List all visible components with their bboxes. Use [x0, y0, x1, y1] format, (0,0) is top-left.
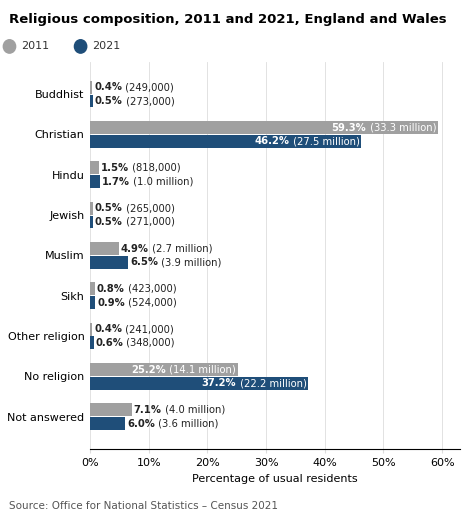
Bar — [90, 282, 95, 295]
Text: 0.5%: 0.5% — [95, 203, 123, 213]
Text: (22.2 million): (22.2 million) — [237, 378, 307, 388]
Bar — [90, 404, 132, 416]
Text: (249,000): (249,000) — [122, 83, 174, 92]
Text: 7.1%: 7.1% — [134, 405, 162, 415]
Text: (3.9 million): (3.9 million) — [158, 257, 221, 267]
Bar — [90, 175, 100, 188]
Bar — [90, 94, 93, 107]
Text: (524,000): (524,000) — [125, 298, 177, 308]
Text: 0.5%: 0.5% — [95, 217, 123, 227]
Text: (348,000): (348,000) — [123, 338, 175, 348]
Bar — [90, 121, 438, 134]
Text: 0.4%: 0.4% — [94, 83, 122, 92]
Text: 6.0%: 6.0% — [127, 418, 155, 428]
Text: 6.5%: 6.5% — [130, 257, 158, 267]
Text: (1.0 million): (1.0 million) — [130, 176, 193, 187]
Bar — [90, 322, 92, 335]
Text: 1.7%: 1.7% — [102, 176, 130, 187]
Text: (2.7 million): (2.7 million) — [149, 244, 212, 253]
Bar — [90, 377, 309, 390]
Text: 37.2%: 37.2% — [201, 378, 236, 388]
Bar — [90, 296, 95, 309]
Text: 2021: 2021 — [92, 41, 121, 52]
Text: 0.9%: 0.9% — [97, 298, 125, 308]
X-axis label: Percentage of usual residents: Percentage of usual residents — [192, 474, 358, 483]
Bar — [90, 162, 99, 174]
Text: (4.0 million): (4.0 million) — [162, 405, 225, 415]
Text: (33.3 million): (33.3 million) — [367, 123, 436, 133]
Text: (818,000): (818,000) — [129, 163, 181, 173]
Text: 1.5%: 1.5% — [100, 163, 129, 173]
Text: 2011: 2011 — [21, 41, 49, 52]
Text: (241,000): (241,000) — [122, 324, 174, 334]
Text: (271,000): (271,000) — [123, 217, 175, 227]
Text: 59.3%: 59.3% — [332, 123, 366, 133]
Bar — [90, 256, 128, 269]
Text: (423,000): (423,000) — [125, 284, 176, 294]
Text: (3.6 million): (3.6 million) — [155, 418, 219, 428]
Text: Source: Office for National Statistics – Census 2021: Source: Office for National Statistics –… — [9, 501, 279, 511]
Bar — [90, 417, 125, 430]
Bar — [90, 363, 238, 376]
Text: 0.6%: 0.6% — [95, 338, 123, 348]
Bar — [90, 81, 92, 94]
Bar — [90, 336, 93, 349]
Text: (273,000): (273,000) — [123, 96, 174, 106]
Text: 0.8%: 0.8% — [97, 284, 124, 294]
Text: (27.5 million): (27.5 million) — [290, 136, 359, 147]
Text: 46.2%: 46.2% — [254, 136, 289, 147]
Text: 25.2%: 25.2% — [131, 364, 166, 375]
Text: (265,000): (265,000) — [123, 203, 175, 213]
Text: 4.9%: 4.9% — [120, 244, 148, 253]
Bar — [90, 202, 93, 215]
Bar — [90, 242, 119, 255]
Text: 0.5%: 0.5% — [95, 96, 123, 106]
Bar — [90, 135, 361, 148]
Text: (14.1 million): (14.1 million) — [166, 364, 236, 375]
Bar — [90, 216, 93, 229]
Text: 0.4%: 0.4% — [94, 324, 122, 334]
Text: Religious composition, 2011 and 2021, England and Wales: Religious composition, 2011 and 2021, En… — [9, 13, 447, 26]
